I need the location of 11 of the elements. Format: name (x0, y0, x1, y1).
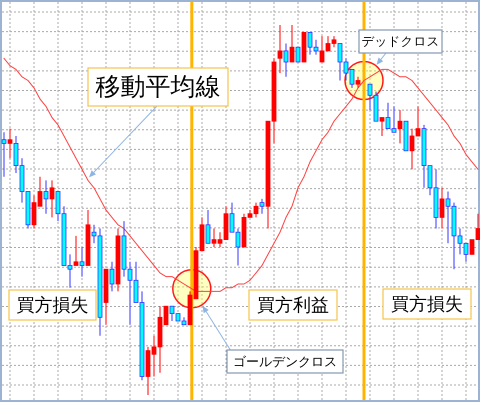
annotation: ゴールデンクロス (233, 354, 337, 369)
annotation: デッドクロス (362, 34, 440, 48)
annotation: ゴールデンクロス (226, 349, 344, 374)
annotation: 買方損失 (391, 294, 463, 314)
annotation: 買方利益 (248, 289, 338, 321)
annotation: 買方損失 (8, 289, 97, 321)
annotation: 買方損失 (16, 295, 88, 315)
annotation: デッドクロス (358, 29, 443, 54)
series-label: 移動平均線 (96, 73, 220, 101)
annotation: 買方利益 (257, 295, 329, 315)
annotation: 買方損失 (382, 288, 472, 320)
